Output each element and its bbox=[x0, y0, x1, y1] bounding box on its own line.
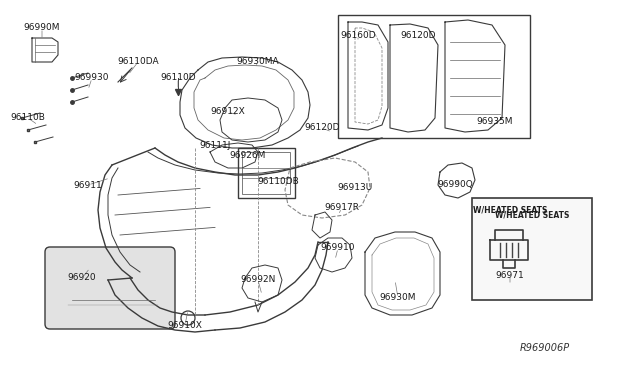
Text: R969006P: R969006P bbox=[520, 343, 570, 353]
Text: 96990M: 96990M bbox=[24, 23, 60, 32]
FancyBboxPatch shape bbox=[45, 247, 175, 329]
Text: 96930MA: 96930MA bbox=[237, 58, 279, 67]
Text: 96111J: 96111J bbox=[199, 141, 230, 150]
Text: 96913U: 96913U bbox=[337, 183, 372, 192]
Bar bbox=[472, 198, 592, 300]
Text: 96971: 96971 bbox=[495, 270, 524, 279]
Text: 96912X: 96912X bbox=[211, 108, 245, 116]
Bar bbox=[338, 15, 530, 138]
Text: 96110DB: 96110DB bbox=[257, 177, 299, 186]
Text: 969930: 969930 bbox=[75, 74, 109, 83]
Text: 96926M: 96926M bbox=[230, 151, 266, 160]
Text: 969910: 969910 bbox=[321, 244, 355, 253]
Text: W/HEATED SEATS: W/HEATED SEATS bbox=[495, 211, 569, 219]
Text: 96160D: 96160D bbox=[340, 31, 376, 39]
Text: 96917R: 96917R bbox=[324, 203, 360, 212]
Bar bbox=[238, 148, 295, 198]
Text: 96120D: 96120D bbox=[400, 31, 436, 39]
Text: 96110DA: 96110DA bbox=[117, 58, 159, 67]
Text: 96120D: 96120D bbox=[304, 124, 340, 132]
Text: 96992N: 96992N bbox=[240, 276, 276, 285]
Text: 96990Q: 96990Q bbox=[437, 180, 473, 189]
Text: 96920: 96920 bbox=[68, 273, 96, 282]
Text: 96935M: 96935M bbox=[477, 118, 513, 126]
Text: 96910X: 96910X bbox=[168, 321, 202, 330]
Text: 96110D: 96110D bbox=[160, 74, 196, 83]
Text: 96911: 96911 bbox=[74, 180, 102, 189]
Text: 96930M: 96930M bbox=[380, 294, 416, 302]
Text: W/HEATED SEATS: W/HEATED SEATS bbox=[473, 205, 547, 215]
Bar bbox=[242, 152, 290, 194]
Text: 96110B: 96110B bbox=[11, 113, 45, 122]
